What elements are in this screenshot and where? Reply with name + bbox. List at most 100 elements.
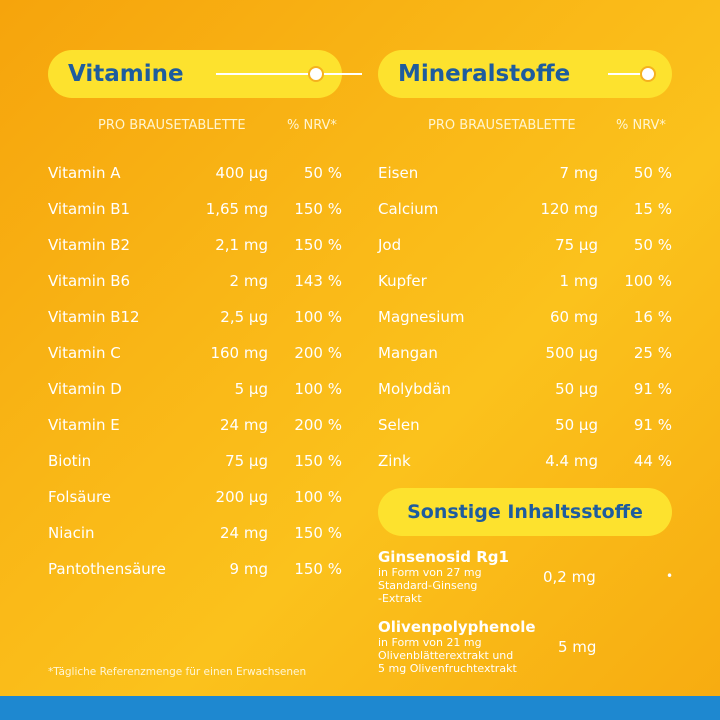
row-amount: 1,65 mg xyxy=(205,200,268,218)
row-nrv: 100 % xyxy=(294,380,342,398)
row-nrv: 50 % xyxy=(633,236,672,254)
table-row: Vitamin D 5 µg 100 % xyxy=(48,380,342,402)
mineralstoffe-col-nrv: % NRV* xyxy=(616,118,666,133)
row-nrv: 50 % xyxy=(303,164,342,182)
row-amount: 50 µg xyxy=(555,416,598,434)
table-row: Niacin 24 mg 150 % xyxy=(48,524,342,546)
row-nrv: 200 % xyxy=(294,344,342,362)
table-row: Pantothensäure 9 mg 150 % xyxy=(48,560,342,582)
mineralstoffe-pill-line xyxy=(608,73,644,75)
row-name: Vitamin B6 xyxy=(48,272,131,290)
row-amount: 4.4 mg xyxy=(545,452,598,470)
other-item-name: Olivenpolyphenole xyxy=(378,618,536,636)
row-name: Molybdän xyxy=(378,380,451,398)
table-row: Vitamin B2 2,1 mg 150 % xyxy=(48,236,342,258)
row-amount: 75 µg xyxy=(225,452,268,470)
row-name: Biotin xyxy=(48,452,92,470)
table-row: Folsäure 200 µg 100 % xyxy=(48,488,342,510)
vitamine-pill-line xyxy=(216,73,362,75)
footnote: *Tägliche Referenzmenge für einen Erwach… xyxy=(48,666,307,678)
row-amount: 2 mg xyxy=(229,272,268,290)
other-item-desc: in Form von 27 mg xyxy=(378,566,482,579)
row-nrv: 100 % xyxy=(294,488,342,506)
table-row: Selen 50 µg 91 % xyxy=(378,416,672,438)
row-name: Vitamin A xyxy=(48,164,121,182)
row-name: Jod xyxy=(378,236,402,254)
table-row: Jod 75 µg 50 % xyxy=(378,236,672,258)
row-name: Zink xyxy=(378,452,411,470)
row-name: Vitamin B12 xyxy=(48,308,140,326)
row-amount: 1 mg xyxy=(559,272,598,290)
vitamine-pill: Vitamine xyxy=(48,50,362,98)
mineralstoffe-col-amount: PRO BRAUSETABLETTE xyxy=(428,118,576,133)
table-row: Molybdän 50 µg 91 % xyxy=(378,380,672,402)
row-amount: 9 mg xyxy=(229,560,268,578)
row-amount: 5 µg xyxy=(234,380,268,398)
vitamine-col-nrv: % NRV* xyxy=(287,118,337,133)
other-item: Ginsenosid Rg1 in Form von 27 mg Standar… xyxy=(378,548,678,610)
row-name: Kupfer xyxy=(378,272,427,290)
row-amount: 24 mg xyxy=(220,524,268,542)
row-name: Mangan xyxy=(378,344,438,362)
row-name: Vitamin C xyxy=(48,344,121,362)
row-name: Selen xyxy=(378,416,420,434)
other-item-desc: 5 mg Olivenfruchtextrakt xyxy=(378,662,517,675)
row-amount: 200 µg xyxy=(215,488,268,506)
vitamine-col-amount: PRO BRAUSETABLETTE xyxy=(98,118,246,133)
other-item-nrv: • xyxy=(666,569,674,583)
row-name: Vitamin B1 xyxy=(48,200,131,218)
row-name: Vitamin E xyxy=(48,416,120,434)
row-name: Vitamin B2 xyxy=(48,236,131,254)
row-nrv: 25 % xyxy=(633,344,672,362)
table-row: Zink 4.4 mg 44 % xyxy=(378,452,672,474)
row-amount: 400 µg xyxy=(215,164,268,182)
row-nrv: 100 % xyxy=(624,272,672,290)
table-row: Vitamin B6 2 mg 143 % xyxy=(48,272,342,294)
row-nrv: 15 % xyxy=(633,200,672,218)
sonstige-pill: Sonstige Inhaltsstoffe xyxy=(378,488,672,536)
mineralstoffe-title: Mineralstoffe xyxy=(398,61,571,87)
table-row: Vitamin E 24 mg 200 % xyxy=(48,416,342,438)
row-amount: 160 mg xyxy=(210,344,268,362)
row-nrv: 44 % xyxy=(633,452,672,470)
other-item: Olivenpolyphenole in Form von 21 mg Oliv… xyxy=(378,618,678,680)
table-row: Kupfer 1 mg 100 % xyxy=(378,272,672,294)
table-row: Mangan 500 µg 25 % xyxy=(378,344,672,366)
other-item-amount: 0,2 mg xyxy=(543,568,596,586)
row-nrv: 16 % xyxy=(633,308,672,326)
table-row: Magnesium 60 mg 16 % xyxy=(378,308,672,330)
vitamine-pill-dot-icon xyxy=(308,66,324,82)
row-amount: 2,1 mg xyxy=(215,236,268,254)
table-row: Calcium 120 mg 15 % xyxy=(378,200,672,222)
row-name: Folsäure xyxy=(48,488,112,506)
row-nrv: 150 % xyxy=(294,452,342,470)
table-row: Vitamin C 160 mg 200 % xyxy=(48,344,342,366)
table-row: Vitamin A 400 µg 50 % xyxy=(48,164,342,186)
table-row: Vitamin B12 2,5 µg 100 % xyxy=(48,308,342,330)
mineralstoffe-pill: Mineralstoffe xyxy=(378,50,672,98)
other-item-desc: Olivenblätterextrakt und xyxy=(378,649,514,662)
vitamine-title: Vitamine xyxy=(68,61,184,87)
table-row: Biotin 75 µg 150 % xyxy=(48,452,342,474)
row-nrv: 150 % xyxy=(294,200,342,218)
row-amount: 60 mg xyxy=(550,308,598,326)
sonstige-title: Sonstige Inhaltsstoffe xyxy=(407,501,643,523)
row-nrv: 50 % xyxy=(633,164,672,182)
row-nrv: 100 % xyxy=(294,308,342,326)
row-nrv: 150 % xyxy=(294,236,342,254)
other-item-desc: in Form von 21 mg xyxy=(378,636,482,649)
row-nrv: 150 % xyxy=(294,560,342,578)
row-name: Eisen xyxy=(378,164,419,182)
table-row: Vitamin B1 1,65 mg 150 % xyxy=(48,200,342,222)
row-amount: 120 mg xyxy=(540,200,598,218)
row-amount: 500 µg xyxy=(545,344,598,362)
other-item-desc: Standard-Ginseng xyxy=(378,579,478,592)
row-amount: 2,5 µg xyxy=(220,308,268,326)
row-nrv: 91 % xyxy=(633,380,672,398)
row-name: Calcium xyxy=(378,200,439,218)
table-row: Eisen 7 mg 50 % xyxy=(378,164,672,186)
mineralstoffe-pill-dot-icon xyxy=(640,66,656,82)
other-item-desc: -Extrakt xyxy=(378,592,422,605)
row-name: Niacin xyxy=(48,524,95,542)
bottom-stripe xyxy=(0,696,720,720)
